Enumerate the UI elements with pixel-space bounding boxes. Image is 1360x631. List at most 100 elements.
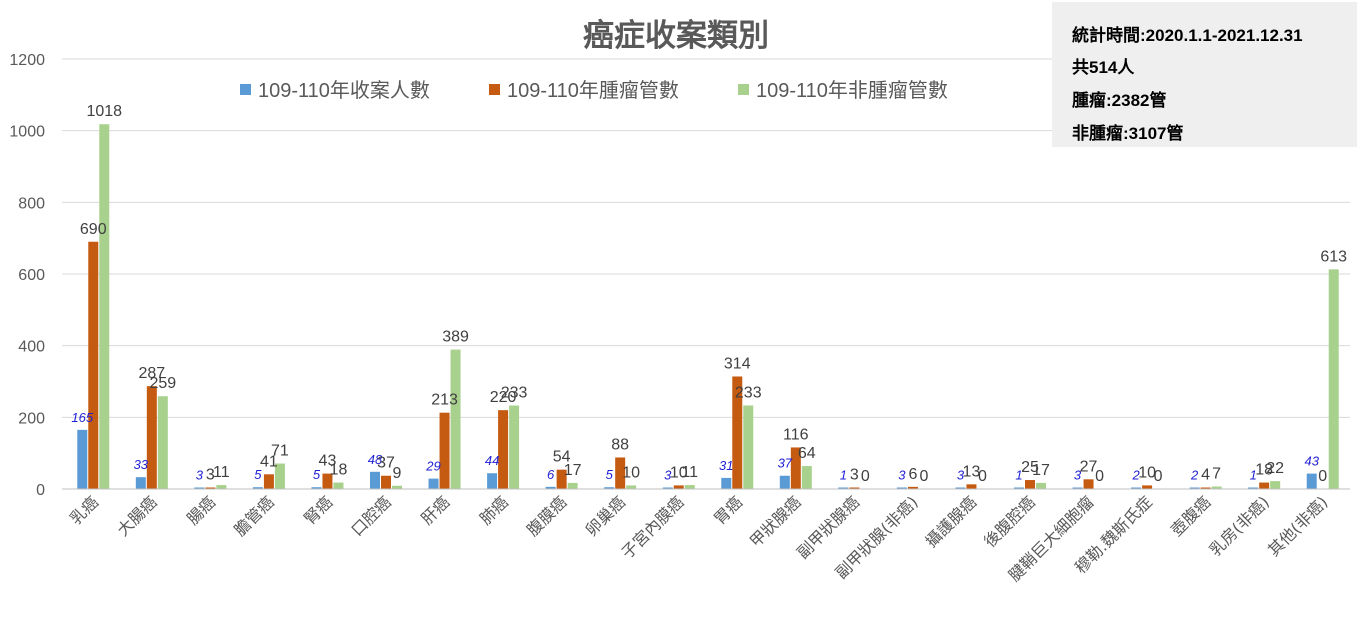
data-label: 2 bbox=[1131, 468, 1140, 483]
data-label: 11 bbox=[213, 464, 230, 481]
data-label: 213 bbox=[431, 392, 458, 409]
data-label: 165 bbox=[71, 410, 93, 425]
bar bbox=[1306, 473, 1317, 489]
data-label: 10 bbox=[1138, 464, 1156, 481]
data-label: 18 bbox=[1255, 462, 1273, 479]
data-label: 41 bbox=[260, 453, 278, 470]
data-label: 1018 bbox=[86, 103, 122, 120]
bar bbox=[896, 487, 907, 489]
bar bbox=[333, 482, 344, 489]
data-label: 43 bbox=[1304, 454, 1319, 469]
x-tick-label: 後腹腔癌 bbox=[980, 492, 1039, 551]
bar bbox=[263, 474, 274, 489]
bar bbox=[1083, 479, 1094, 489]
bar bbox=[1014, 487, 1024, 489]
legend-label: 109-110年腫瘤管數 bbox=[507, 79, 679, 102]
bar bbox=[556, 469, 567, 489]
data-label: 1 bbox=[1250, 468, 1257, 483]
bars bbox=[77, 124, 1339, 489]
x-tick-label: 乳癌 bbox=[66, 492, 102, 528]
data-label: 613 bbox=[1320, 248, 1347, 265]
bar bbox=[252, 487, 263, 489]
x-tick-label: 口腔癌 bbox=[347, 492, 394, 539]
bar bbox=[322, 473, 333, 489]
bar bbox=[88, 241, 99, 489]
bar bbox=[439, 412, 450, 489]
bar bbox=[673, 485, 684, 489]
x-tick-label: 腹膜癌 bbox=[523, 492, 570, 539]
data-label: 17 bbox=[564, 462, 582, 479]
bar bbox=[801, 466, 812, 489]
data-label: 10 bbox=[622, 464, 640, 481]
x-tick-label: 攝護腺癌 bbox=[922, 492, 981, 551]
bar bbox=[732, 376, 743, 489]
data-label: 0 bbox=[1154, 468, 1163, 485]
x-tick-label: 甲狀腺癌 bbox=[746, 492, 805, 551]
data-label: 10 bbox=[670, 464, 688, 481]
data-label: 690 bbox=[80, 221, 107, 238]
bar bbox=[1072, 487, 1083, 489]
bar bbox=[381, 475, 391, 489]
data-label: 0 bbox=[1318, 468, 1327, 485]
bar bbox=[370, 471, 380, 489]
x-tick-label: 膽管癌 bbox=[230, 492, 277, 539]
data-label: 5 bbox=[254, 467, 262, 482]
x-tick-label: 肺癌 bbox=[476, 492, 512, 528]
bar bbox=[545, 486, 556, 489]
data-label: 259 bbox=[149, 375, 176, 392]
y-tick-label: 400 bbox=[18, 339, 45, 356]
bar bbox=[311, 487, 322, 489]
x-tick-label: 大腸癌 bbox=[113, 492, 160, 539]
data-label: 3 bbox=[850, 467, 859, 484]
bar bbox=[274, 463, 285, 489]
bar bbox=[604, 487, 615, 489]
bar bbox=[838, 487, 849, 489]
data-label: 71 bbox=[271, 443, 289, 460]
data-label: 37 bbox=[778, 456, 793, 471]
x-tick-label: 子宮內膜癌 bbox=[618, 492, 688, 562]
bar bbox=[509, 405, 520, 489]
bar bbox=[205, 487, 216, 489]
data-label: 44 bbox=[485, 453, 499, 468]
y-tick-label: 200 bbox=[18, 410, 45, 427]
bar bbox=[615, 457, 626, 489]
bar bbox=[1189, 487, 1200, 489]
y-tick-label: 600 bbox=[18, 267, 45, 284]
data-label: 0 bbox=[978, 468, 987, 485]
data-label: 54 bbox=[553, 449, 571, 466]
bar bbox=[1036, 482, 1046, 489]
legend-label: 109-110年非腫瘤管數 bbox=[756, 79, 948, 102]
legend: 109-110年收案人數 109-110年腫瘤管數 109-110年非腫瘤管數 bbox=[240, 79, 948, 102]
bar bbox=[157, 396, 168, 489]
data-label: 6 bbox=[547, 467, 555, 482]
legend-label: 109-110年收案人數 bbox=[258, 79, 430, 102]
x-tick-label: 卵巢癌 bbox=[582, 492, 629, 539]
data-label: 64 bbox=[798, 445, 816, 462]
bar bbox=[567, 482, 578, 489]
data-label: 3 bbox=[957, 468, 965, 483]
bar bbox=[790, 447, 801, 489]
bar bbox=[626, 485, 637, 489]
bar bbox=[428, 478, 439, 489]
tumor-text: 腫瘤:2382管 bbox=[1072, 91, 1167, 110]
data-label: 5 bbox=[606, 467, 614, 482]
x-tick-label: 其他(非癌) bbox=[1264, 492, 1332, 560]
data-label: 6 bbox=[908, 466, 917, 483]
data-label: 17 bbox=[1032, 462, 1050, 479]
bar bbox=[77, 429, 88, 489]
x-tick-label: 腸癌 bbox=[183, 492, 219, 528]
x-tick-label: 胃癌 bbox=[710, 492, 746, 528]
data-label: 287 bbox=[138, 365, 165, 382]
bar bbox=[907, 486, 918, 489]
bar bbox=[1270, 481, 1281, 489]
y-tick-label: 1200 bbox=[9, 52, 45, 69]
bar bbox=[721, 477, 732, 489]
bar bbox=[1328, 269, 1339, 489]
bar bbox=[662, 487, 673, 489]
data-label: 43 bbox=[319, 453, 337, 470]
x-tick-label: 壺腹癌 bbox=[1167, 492, 1214, 539]
bar bbox=[779, 475, 790, 489]
data-label: 18 bbox=[330, 462, 348, 479]
data-label: 233 bbox=[735, 385, 762, 402]
